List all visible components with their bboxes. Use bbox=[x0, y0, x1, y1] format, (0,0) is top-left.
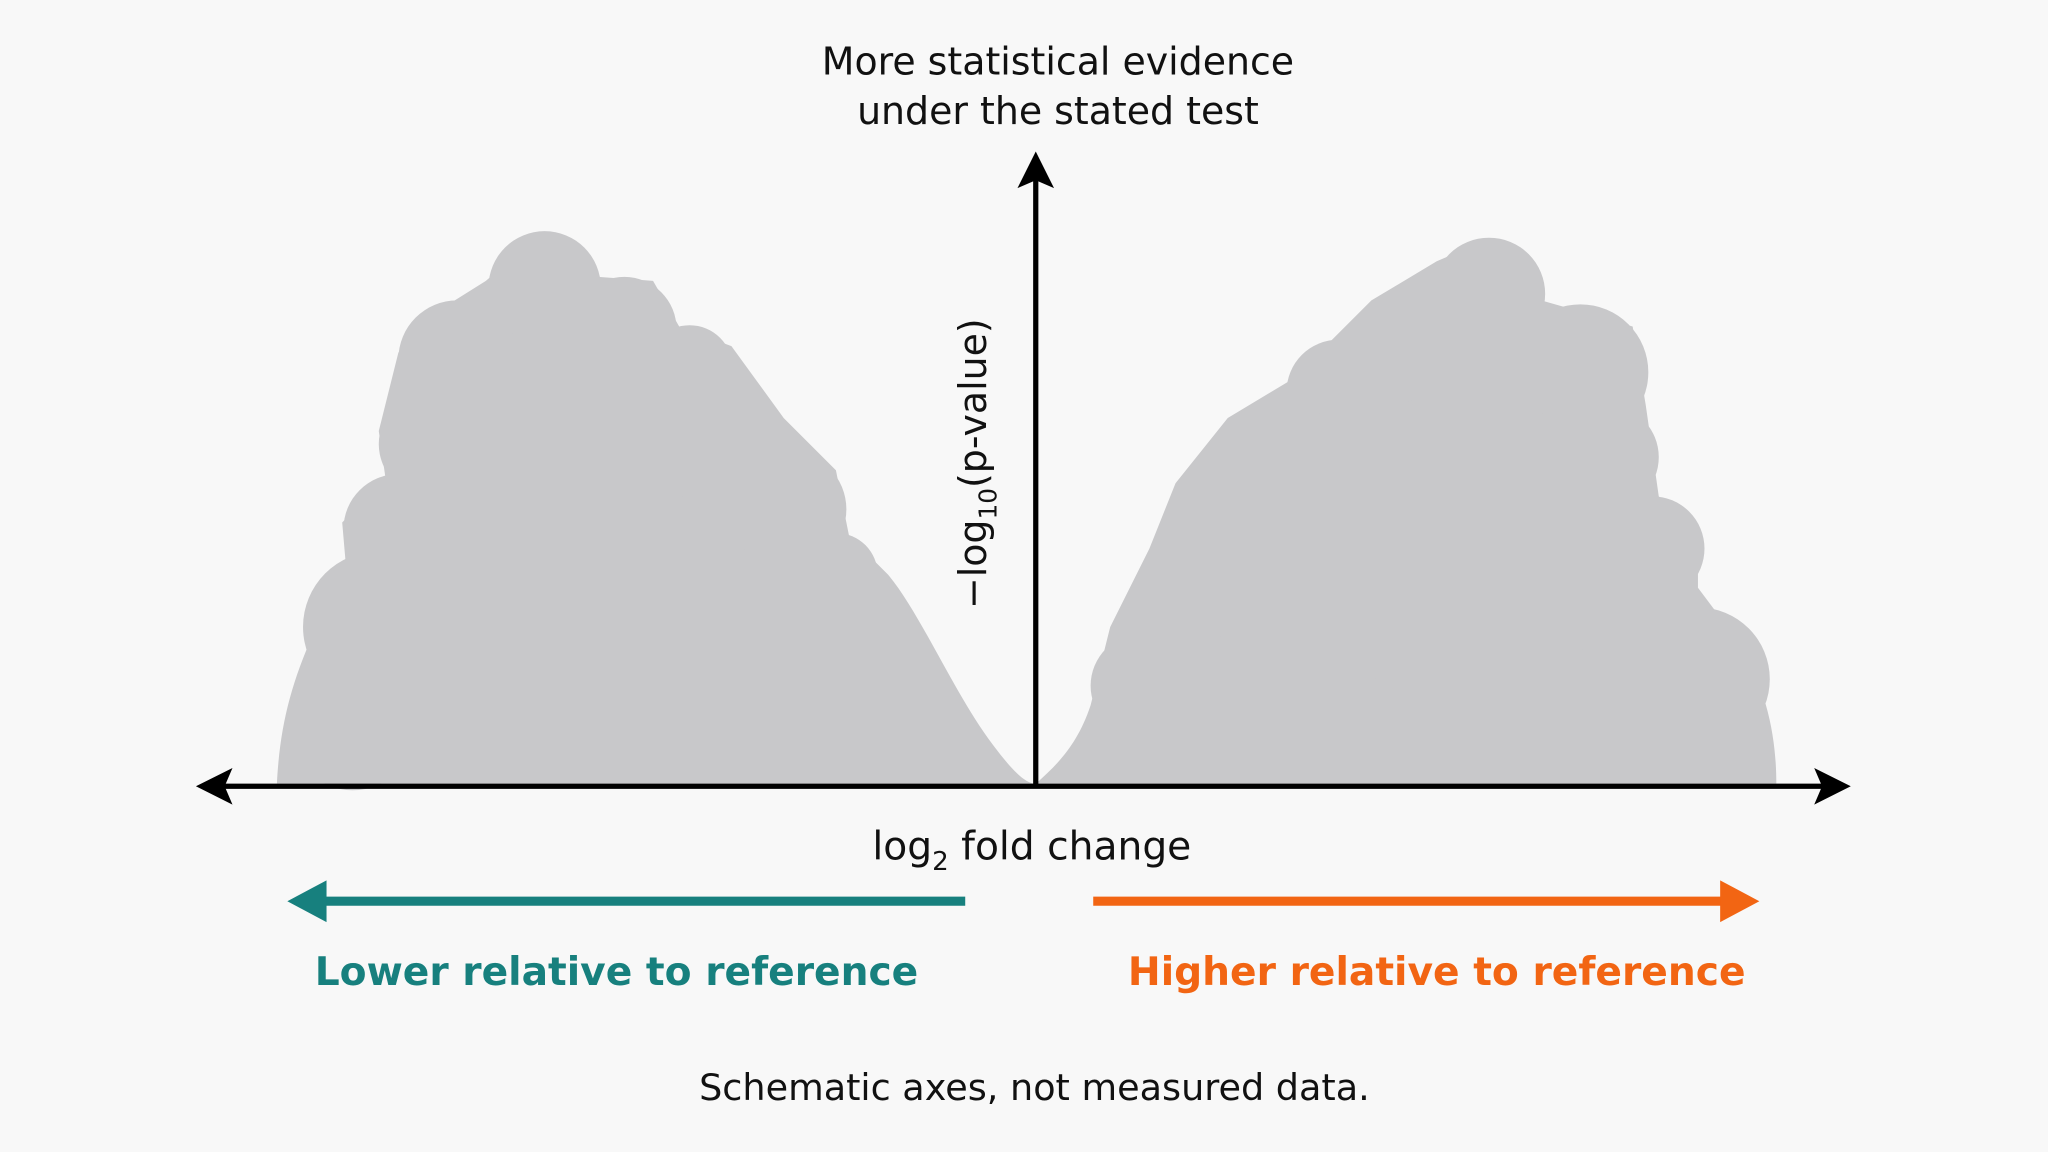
y-label-sub: 10 bbox=[974, 488, 1003, 520]
footnote: Schematic axes, not measured data. bbox=[699, 1066, 1370, 1109]
y-axis-label: −log10(p-value) bbox=[951, 318, 1002, 609]
right-cloud bbox=[1035, 237, 1777, 784]
x-label-tail: fold change bbox=[949, 824, 1192, 869]
top-label-1: More statistical evidence bbox=[822, 39, 1294, 83]
y-arrow-up bbox=[1017, 151, 1055, 189]
top-label-2: under the stated test bbox=[857, 89, 1259, 133]
lower-label: Lower relative to reference bbox=[315, 950, 919, 995]
lower-arrow-head bbox=[287, 880, 327, 923]
x-axis-label: log2 fold change bbox=[872, 824, 1191, 876]
left-cloud bbox=[276, 231, 1036, 791]
x-label-main: log bbox=[872, 824, 932, 869]
x-label-sub: 2 bbox=[932, 847, 949, 877]
axes bbox=[222, 176, 1826, 789]
higher-label: Higher relative to reference bbox=[1128, 950, 1746, 995]
x-arrow-left bbox=[195, 768, 233, 805]
y-label-main: −log bbox=[951, 520, 995, 609]
y-label-tail: (p-value) bbox=[951, 318, 995, 488]
x-arrow-right bbox=[1814, 768, 1851, 805]
higher-arrow-head bbox=[1720, 880, 1760, 923]
